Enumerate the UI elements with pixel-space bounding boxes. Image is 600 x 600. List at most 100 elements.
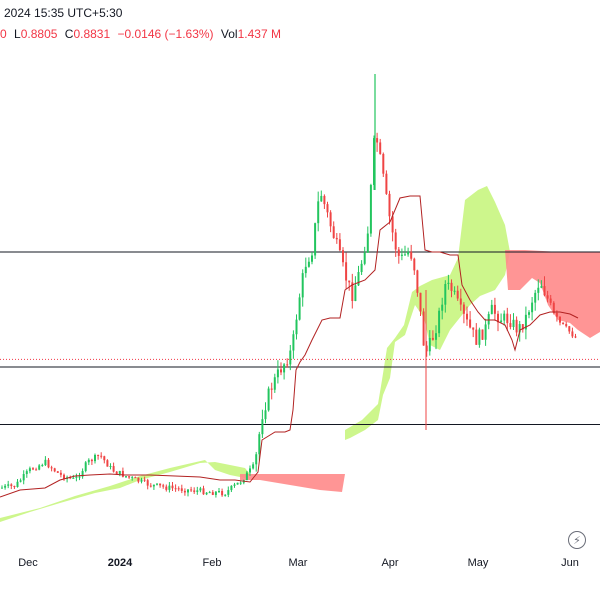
candle-body: [183, 490, 186, 493]
candle-body: [84, 462, 87, 471]
candle-71: [218, 488, 220, 493]
candle-body: [283, 364, 286, 373]
candle-30: [90, 458, 93, 465]
candle-body: [531, 302, 534, 313]
candle-123: [379, 138, 382, 155]
candle-129: [397, 246, 400, 264]
candle-68: [208, 490, 211, 494]
candle-19: [56, 470, 59, 473]
cloud-bearish-segment-mar: [240, 474, 345, 492]
candle-74: [227, 486, 230, 498]
candle-body: [524, 314, 527, 330]
candle-body: [431, 337, 434, 340]
legend-low-value: 0.8805: [20, 27, 58, 41]
candle-body: [298, 297, 301, 320]
candle-body: [38, 465, 41, 470]
cloud-bullish-segment-apr: [345, 186, 510, 440]
candle-119: [366, 226, 369, 253]
candle-77: [236, 482, 239, 485]
candle-27: [81, 468, 84, 479]
candle-body: [419, 292, 422, 312]
x-tick-label-may: May: [468, 557, 489, 569]
candle-body: [152, 484, 155, 487]
candle-51: [156, 483, 158, 486]
candle-140: [431, 330, 434, 341]
candle-body: [447, 282, 450, 285]
candle-101: [311, 251, 313, 265]
candle-body: [292, 334, 295, 351]
candle-50: [152, 484, 155, 490]
candle-97: [298, 293, 301, 321]
candle-160: [493, 297, 496, 321]
candle-body: [1, 487, 3, 489]
candle-body: [270, 388, 273, 390]
candle-83: [255, 451, 258, 472]
candle-body: [100, 455, 103, 457]
candle-body: [193, 490, 196, 492]
candle-167: [515, 316, 518, 337]
candle-111: [342, 247, 344, 267]
candle-64: [196, 486, 199, 495]
candle-93: [286, 358, 289, 368]
candle-body: [273, 377, 276, 390]
candle-41: [125, 475, 127, 478]
candle-body: [72, 477, 75, 479]
candle-body: [444, 284, 447, 305]
candle-body: [261, 419, 264, 435]
candle-body: [326, 204, 329, 213]
candle-body: [410, 251, 413, 259]
candle-174: [537, 279, 540, 301]
candle-2: [4, 484, 7, 490]
candle-21: [63, 473, 65, 481]
candle-107: [329, 210, 332, 233]
candle-117: [360, 260, 363, 276]
candle-138: [425, 341, 428, 357]
candle-body: [134, 477, 137, 479]
x-tick-label-apr: Apr: [381, 557, 398, 569]
candle-body: [50, 467, 53, 469]
candle-81: [249, 465, 251, 476]
candle-57: [174, 484, 177, 492]
candle-89: [273, 373, 276, 393]
candle-63: [193, 487, 196, 494]
candle-185: [571, 327, 574, 339]
candle-155: [478, 327, 481, 348]
candle-54: [165, 484, 168, 492]
candle-47: [143, 476, 146, 482]
candle-99: [304, 257, 307, 278]
candle-133: [410, 244, 413, 261]
candle-body: [342, 250, 344, 263]
candle-35: [106, 459, 109, 467]
candle-59: [180, 484, 183, 494]
candle-body: [252, 464, 255, 469]
candle-184: [568, 325, 571, 334]
candle-11: [32, 467, 34, 471]
candle-40: [121, 467, 124, 478]
candle-25: [75, 473, 78, 482]
candle-body: [574, 336, 577, 338]
candle-102: [314, 222, 317, 259]
candle-body: [174, 488, 177, 490]
candle-43: [131, 475, 134, 481]
lightning-bolt-icon[interactable]: ⚡: [568, 531, 586, 549]
candle-176: [543, 276, 546, 297]
kijun-layer: [0, 195, 579, 498]
candle-body: [125, 476, 127, 478]
candle-65: [199, 486, 202, 493]
candle-103: [317, 191, 320, 232]
candle-178: [549, 294, 552, 306]
candle-body: [348, 280, 351, 283]
candle-149: [459, 288, 462, 311]
candle-body: [230, 485, 233, 491]
candle-175: [540, 280, 543, 289]
candle-body: [205, 492, 208, 495]
candle-body: [416, 270, 419, 293]
candle-98: [301, 269, 304, 307]
candle-body: [159, 483, 162, 486]
candle-159: [490, 299, 493, 315]
candle-10: [28, 466, 31, 474]
ichimoku-cloud-layer: [0, 186, 600, 522]
candle-body: [233, 484, 236, 486]
candle-52: [159, 483, 162, 488]
